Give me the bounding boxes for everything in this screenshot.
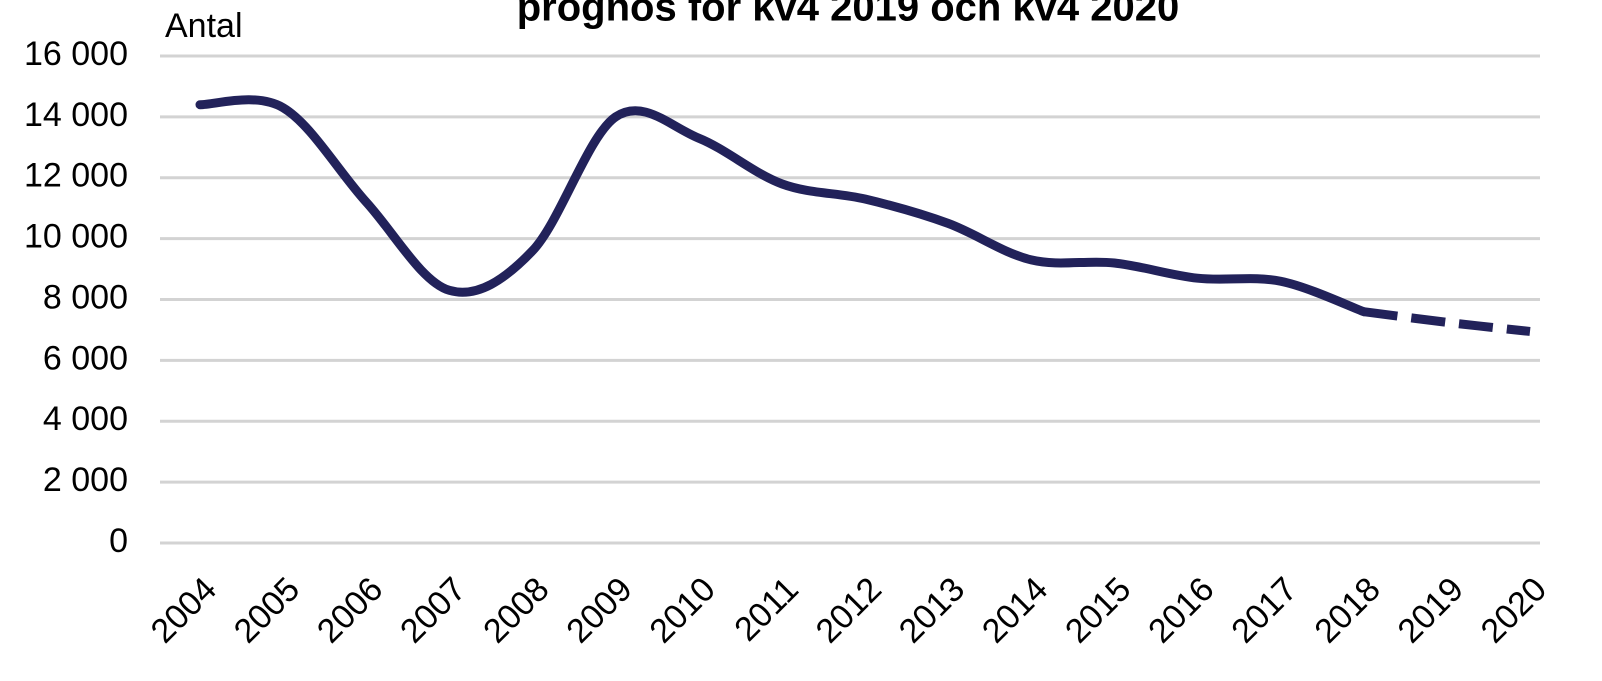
x-tick-label: 2007: [393, 570, 473, 650]
line: [195, 95, 1369, 317]
y-tick-label: 4 000: [43, 400, 128, 438]
x-tick-label: 2009: [559, 570, 639, 650]
line: [1363, 307, 1531, 336]
y-axis-label: Antal: [165, 7, 243, 45]
chart-title: prognos för kv4 2019 och kv4 2020: [517, 0, 1180, 30]
x-tick-label: 2005: [227, 570, 307, 650]
x-tick-label: 2013: [892, 570, 972, 650]
x-tick-label: 2006: [310, 570, 390, 650]
y-tick-label: 2 000: [43, 461, 128, 499]
x-tick-label: 2011: [727, 570, 806, 649]
y-tick-label: 12 000: [24, 157, 128, 195]
y-tick-label: 10 000: [24, 218, 128, 256]
x-tick-label: 2015: [1058, 570, 1138, 650]
x-tick-label: 2019: [1391, 570, 1471, 650]
x-tick-label: 2008: [476, 570, 556, 650]
x-tick-label: 2018: [1307, 570, 1387, 650]
x-tick-label: 2004: [144, 570, 224, 650]
y-tick-label: 8 000: [43, 278, 128, 316]
y-tick-label: 0: [109, 522, 128, 560]
y-tick-label: 16 000: [24, 35, 128, 73]
y-tick-label: 6 000: [43, 339, 128, 377]
x-tick-label: 2014: [975, 570, 1055, 650]
x-tick-label: 2012: [809, 570, 889, 650]
x-tick-label: 2020: [1474, 570, 1554, 650]
y-tick-label: 14 000: [24, 96, 128, 134]
x-tick-label: 2017: [1224, 570, 1304, 650]
x-tick-label: 2016: [1141, 570, 1221, 650]
x-tick-label: 2010: [642, 570, 722, 650]
